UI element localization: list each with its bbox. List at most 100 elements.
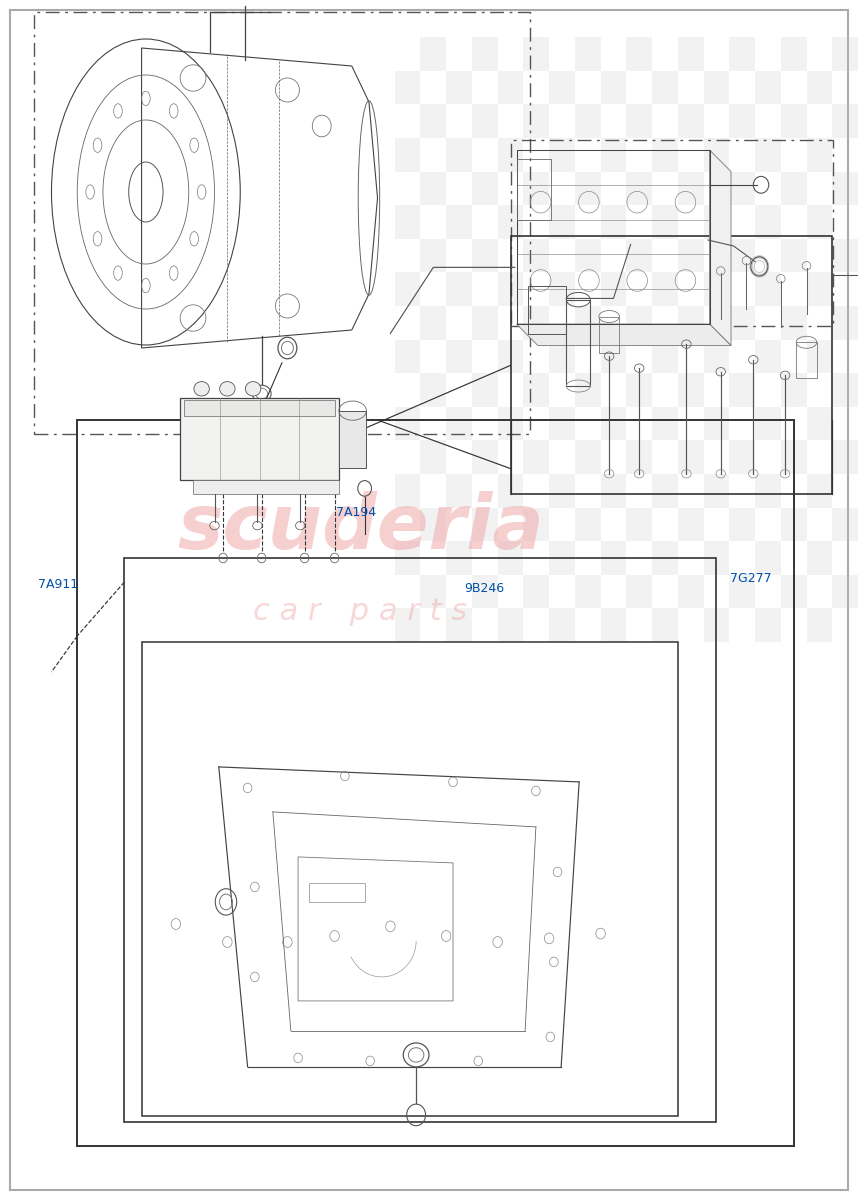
Bar [472,575,498,608]
Bar [446,541,472,575]
Bar [446,71,472,104]
Bar [807,205,832,239]
Bar [34,12,530,434]
Bar [498,205,523,239]
Bar [498,340,523,373]
Bar [807,541,832,575]
Bar [575,37,601,71]
Bar [420,37,446,71]
Bar [678,172,704,205]
Bar [755,205,781,239]
Bar [755,71,781,104]
Bar [395,407,420,440]
Bar [523,172,549,205]
Bar [678,104,704,138]
Bar [575,440,601,474]
Bar [575,373,601,407]
Bar [652,71,678,104]
Bar [498,71,523,104]
Bar [420,575,446,608]
Bar [601,138,626,172]
Bar [796,342,817,378]
Text: c a r   p a r t s: c a r p a r t s [253,598,468,626]
Bar [309,883,365,902]
Text: 7A194: 7A194 [336,506,376,518]
Bar [807,71,832,104]
Bar [446,340,472,373]
Bar [704,474,729,508]
Bar [549,608,575,642]
Bar [446,138,472,172]
Bar [626,37,652,71]
Bar [124,558,716,1122]
Bar [626,508,652,541]
Bar [652,608,678,642]
Bar [832,575,858,608]
Text: 9B246: 9B246 [465,582,505,594]
Bar [472,440,498,474]
Polygon shape [710,150,731,346]
Bar [193,480,339,494]
Bar [575,239,601,272]
Bar [755,608,781,642]
Bar [498,474,523,508]
Bar [395,474,420,508]
Bar [626,575,652,608]
Bar [498,407,523,440]
Bar [781,172,807,205]
Bar [652,205,678,239]
Bar [511,236,832,494]
Bar [395,272,420,306]
Bar [472,306,498,340]
Bar [832,508,858,541]
Bar [781,239,807,272]
Bar [395,541,420,575]
Bar [420,239,446,272]
Bar [807,272,832,306]
Bar [729,306,755,340]
Bar [446,205,472,239]
Bar [678,373,704,407]
Bar [517,150,710,324]
Bar [446,474,472,508]
Bar [420,440,446,474]
Bar [807,474,832,508]
Bar [678,575,704,608]
Bar [601,608,626,642]
Bar [729,172,755,205]
Bar [472,239,498,272]
Bar [755,340,781,373]
Bar [446,272,472,306]
Bar [77,420,794,1146]
Bar [575,172,601,205]
Bar [472,508,498,541]
Bar [652,138,678,172]
Bar [523,37,549,71]
Text: 7A911: 7A911 [39,578,78,590]
Bar [652,340,678,373]
Bar [549,541,575,575]
Bar [517,158,551,220]
Bar [523,306,549,340]
Bar [781,508,807,541]
Text: scuderia: scuderia [177,491,544,565]
Bar [395,340,420,373]
Bar [704,407,729,440]
Bar [395,138,420,172]
Bar [420,172,446,205]
Bar [395,608,420,642]
Bar [832,239,858,272]
Bar [601,71,626,104]
Bar [755,407,781,440]
Bar [704,340,729,373]
Bar [472,172,498,205]
Text: 7G277: 7G277 [730,572,771,584]
Bar [395,205,420,239]
Bar [142,642,678,1116]
Bar [678,306,704,340]
Bar [704,541,729,575]
Bar [678,440,704,474]
Bar [807,407,832,440]
Bar [549,340,575,373]
Bar [832,440,858,474]
